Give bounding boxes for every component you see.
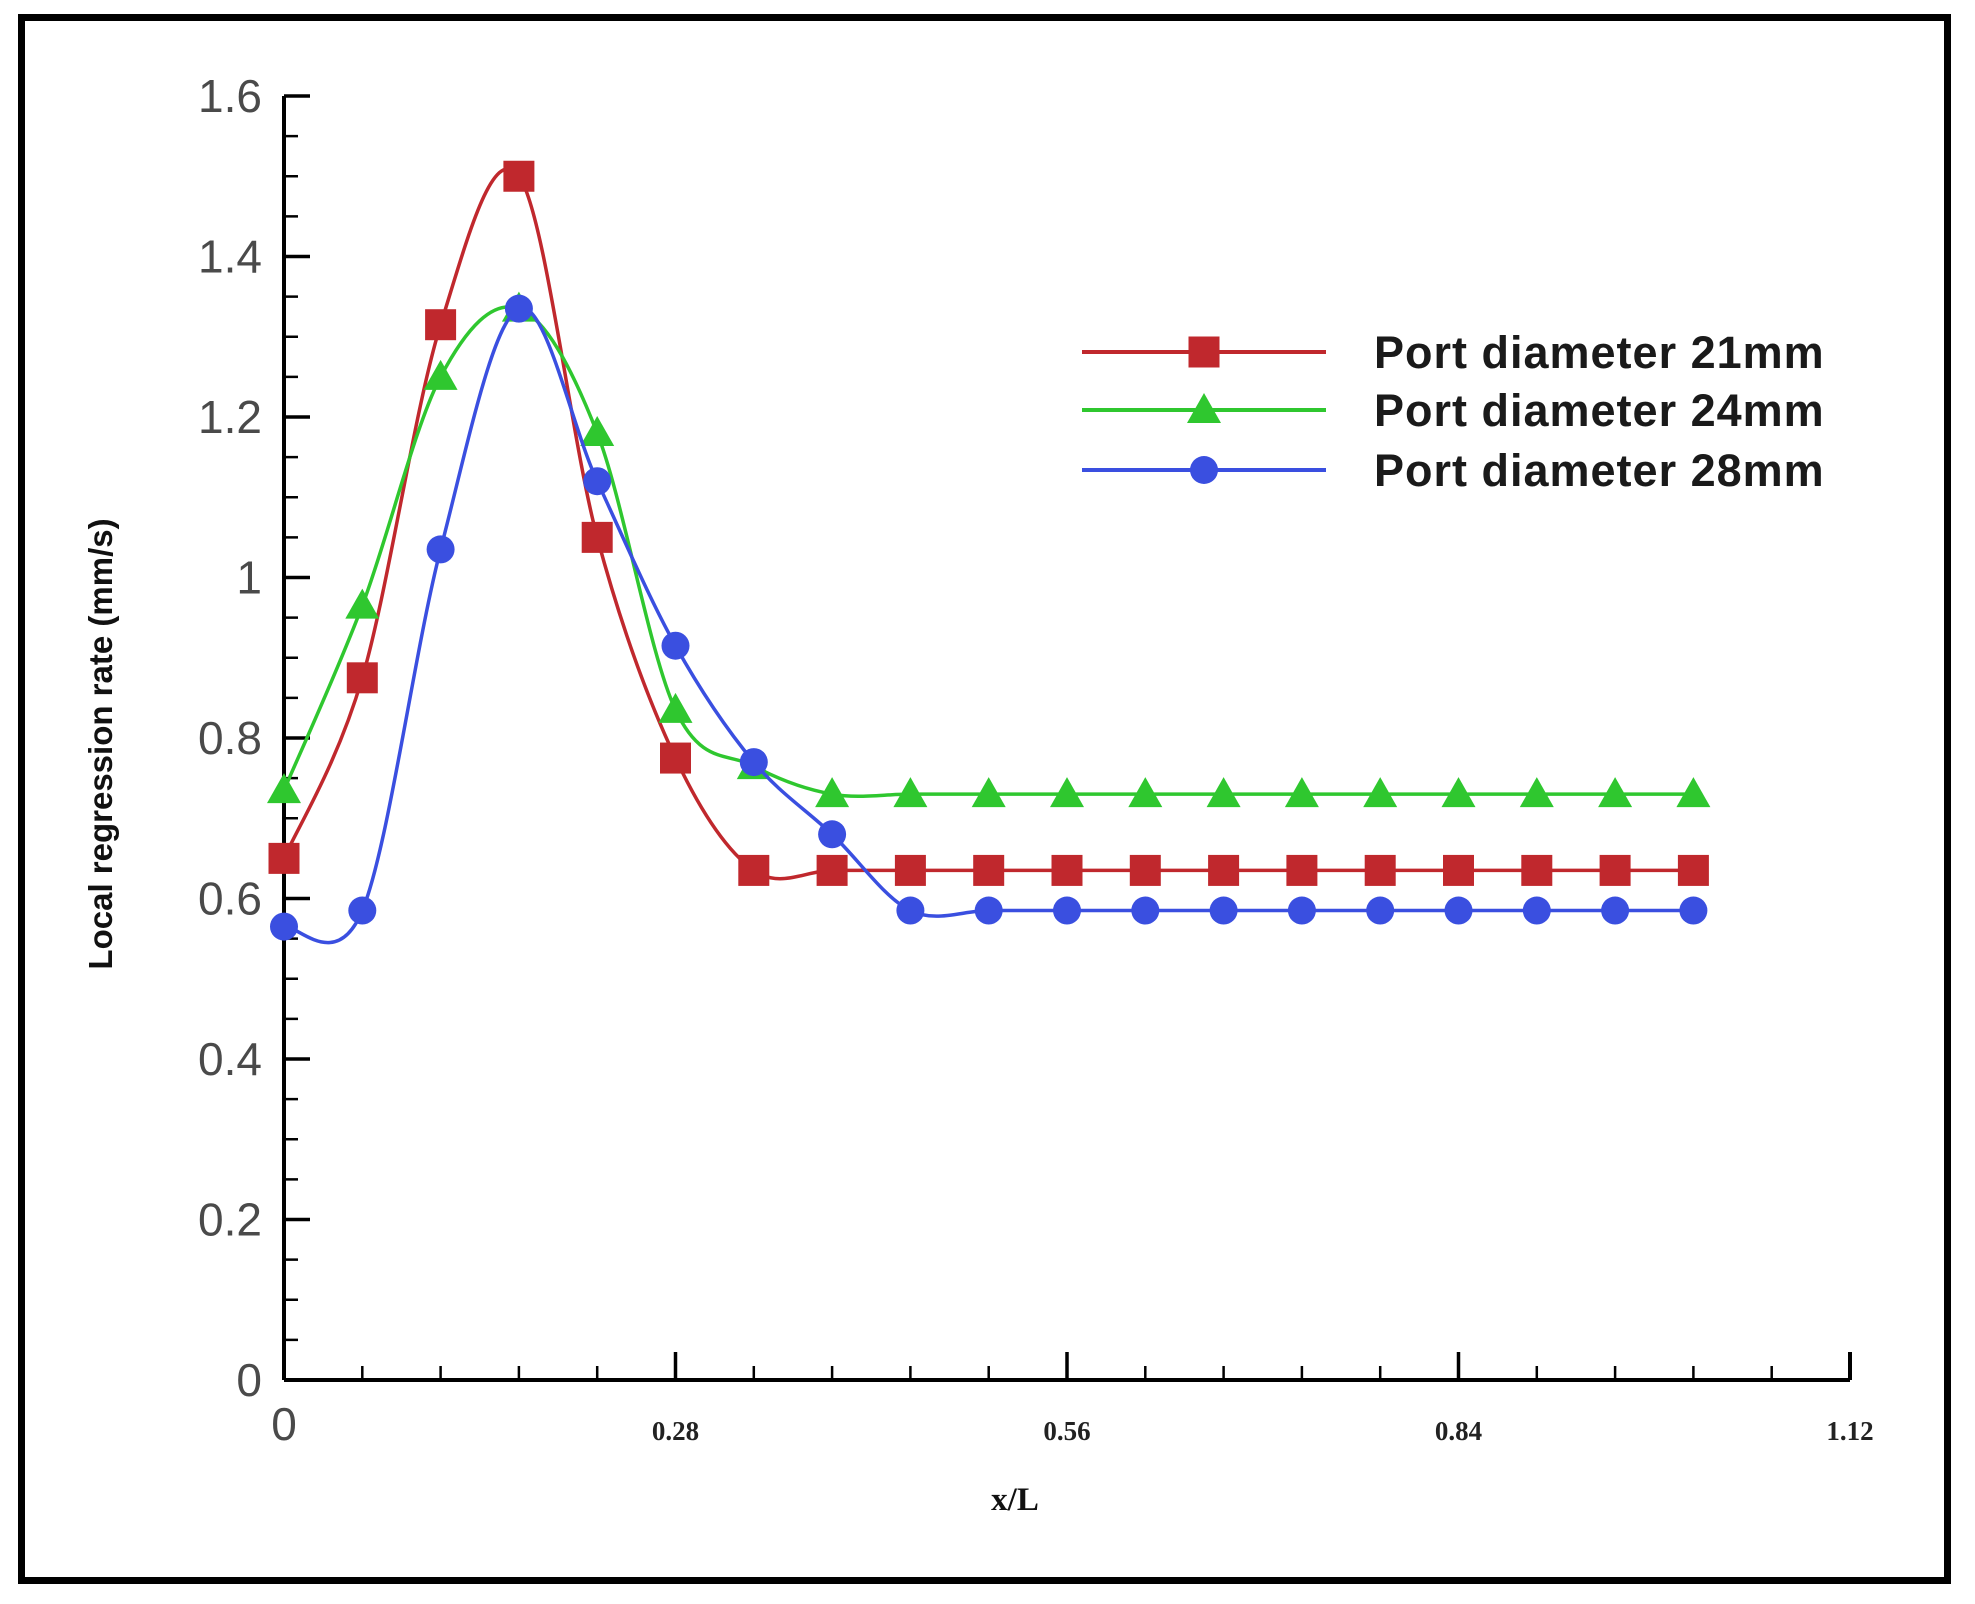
y-tick-label: 0.8 (198, 712, 262, 764)
data-point (1519, 777, 1554, 808)
legend-marker (1187, 393, 1221, 423)
data-point (658, 692, 693, 723)
y-axis-title: Local regression rate (mm/s) (82, 518, 119, 969)
legend-item: Port diameter 21mm (1082, 327, 1825, 378)
data-point (815, 777, 850, 808)
data-point (1601, 896, 1630, 925)
data-point (268, 842, 300, 874)
data-point (1053, 896, 1081, 925)
series-line (282, 167, 1694, 881)
data-point (1050, 777, 1084, 808)
y-tick-label: 1.4 (198, 231, 262, 283)
data-point (503, 160, 535, 192)
legend-item: Port diameter 24mm (1082, 385, 1825, 436)
data-point (270, 912, 298, 941)
data-point (583, 467, 612, 496)
data-point (973, 854, 1005, 886)
y-tick-label: 0 (236, 1354, 262, 1406)
legend-label: Port diameter 28mm (1374, 445, 1825, 496)
data-point (1599, 854, 1631, 886)
data-point (1679, 896, 1708, 925)
x-tick-label: 0.56 (1043, 1416, 1090, 1446)
data-point (1363, 777, 1398, 808)
x-tick-label: 1.12 (1826, 1416, 1873, 1446)
y-tick-label: 0.2 (198, 1194, 262, 1246)
data-point (893, 777, 928, 808)
series-line (282, 305, 1694, 799)
series-line (283, 306, 1694, 945)
data-point (660, 742, 691, 774)
y-tick-label: 1 (236, 552, 262, 604)
x-tick-label: 0 (271, 1398, 297, 1450)
plot-area (267, 160, 1711, 945)
data-point (580, 416, 615, 447)
y-tick-label: 1.2 (198, 391, 262, 443)
data-point (1676, 777, 1711, 808)
x-tick-label: 0.28 (652, 1416, 699, 1446)
x-axis-title: x/L (991, 1482, 1039, 1518)
data-point (974, 896, 1003, 925)
data-point (1284, 777, 1319, 808)
series-1 (268, 160, 1709, 886)
data-point (1128, 777, 1163, 808)
data-point (1441, 777, 1476, 808)
data-point (423, 359, 458, 390)
data-point (971, 777, 1006, 808)
legend-label: Port diameter 24mm (1374, 385, 1825, 436)
data-point (1206, 777, 1241, 808)
data-point (1364, 854, 1396, 886)
data-point (504, 294, 533, 323)
legend: Port diameter 21mm Port diameter 24mm Port… (1082, 327, 1825, 496)
data-point (818, 820, 847, 849)
data-point (894, 854, 926, 886)
data-point (1677, 854, 1709, 886)
data-point (1521, 854, 1553, 886)
data-point (816, 854, 848, 886)
data-point (1286, 854, 1318, 886)
data-point (738, 854, 770, 886)
y-tick-label: 1.6 (198, 70, 262, 122)
data-point (346, 662, 378, 694)
data-point (1366, 896, 1395, 925)
data-point (1209, 896, 1238, 925)
data-point (1522, 896, 1551, 925)
data-point (896, 896, 925, 925)
data-point (1129, 854, 1161, 886)
data-point (1444, 896, 1473, 925)
y-tick-label: 0.6 (198, 873, 262, 925)
legend-marker (1188, 336, 1220, 368)
data-point (661, 631, 690, 660)
data-point (739, 748, 768, 777)
data-point (1208, 854, 1240, 886)
data-point (1131, 896, 1160, 925)
data-point (345, 588, 380, 619)
axes: 0 0.2 0.4 0.6 0.8 1 1.2 1.4 1.6 0 0.28 0.56 0.84 1.12 (198, 70, 1874, 1450)
series-3 (270, 294, 1708, 945)
data-point (426, 535, 455, 564)
legend-item: Port diameter 28mm (1082, 445, 1825, 496)
data-point (581, 521, 613, 553)
data-point (425, 309, 457, 341)
legend-marker (1190, 456, 1218, 484)
data-point (1598, 777, 1633, 808)
x-tick-label: 0.84 (1435, 1416, 1482, 1446)
data-point (1051, 854, 1083, 886)
data-point (1443, 854, 1474, 886)
legend-label: Port diameter 21mm (1374, 327, 1825, 378)
data-point (348, 896, 377, 925)
data-point (1287, 896, 1316, 925)
data-point (267, 773, 301, 804)
y-tick-label: 0.4 (198, 1033, 262, 1085)
